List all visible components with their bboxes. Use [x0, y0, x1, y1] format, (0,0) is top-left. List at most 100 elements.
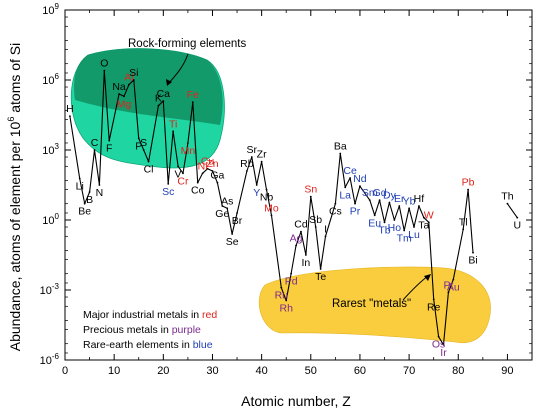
point-er [398, 205, 401, 207]
element-label-eu: Eu [368, 217, 381, 229]
x-tick-label: 90 [501, 365, 513, 377]
x-tick-label: 60 [354, 365, 366, 377]
legend-rare-prefix: Rare-earth elements in [83, 339, 193, 351]
x-tick-label: 20 [157, 365, 169, 377]
legend-rare-word: blue [193, 339, 213, 351]
element-label-ce: Ce [343, 165, 357, 177]
point-in [304, 254, 307, 256]
element-label-fe: Fe [187, 89, 199, 101]
point-tl [462, 228, 465, 231]
point-be [83, 202, 86, 205]
point-ga [216, 181, 219, 184]
y-axis-title-prefix: Abundance, atoms of element per 10 [7, 121, 23, 351]
element-label-mn: Mn [181, 145, 196, 157]
element-label-dy: Dy [383, 190, 397, 202]
element-label-cr: Cr [177, 175, 189, 187]
element-label-sn: Sn [304, 184, 317, 196]
element-label-pr: Pr [350, 206, 361, 218]
element-label-cs: Cs [329, 206, 342, 218]
point-cl [147, 160, 150, 163]
element-label-nb: Nb [260, 192, 274, 204]
point-nd [359, 185, 361, 188]
element-label-be: Be [78, 206, 91, 218]
element-label-o: O [100, 58, 108, 70]
point-os [437, 335, 440, 338]
point-ru [280, 286, 283, 289]
point-th [506, 202, 509, 205]
element-label-b: B [86, 194, 93, 206]
point-ca [162, 100, 165, 102]
element-label-ba: Ba [334, 141, 347, 153]
y-tick-label: 100 [42, 212, 59, 227]
element-label-as: As [221, 195, 233, 207]
point-ce [349, 177, 352, 179]
element-label-rh: Rh [279, 303, 293, 315]
element-label-v: V [175, 168, 182, 180]
point-sn [309, 195, 312, 198]
legend-major-prefix: Major industrial metals in [83, 309, 202, 321]
rock-forming-annotation: Rock-forming elements [128, 38, 246, 86]
point-ti [172, 130, 175, 133]
element-label-s: S [140, 137, 147, 149]
element-label-pb: Pb [462, 177, 475, 189]
point-zn [211, 170, 214, 172]
element-label-sr: Sr [247, 144, 258, 156]
legend-precious-word: purple [172, 324, 201, 336]
element-label-pt: Pt [443, 279, 453, 291]
rock-forming-arrowhead [166, 79, 172, 86]
element-label-hf: Hf [414, 193, 425, 205]
point-ta [422, 216, 425, 219]
point-cs [334, 202, 337, 205]
element-label-sb: Sb [309, 214, 322, 226]
element-label-f: F [106, 143, 112, 155]
point-lu [413, 226, 415, 228]
series-line-1 [506, 203, 518, 219]
element-label-re: Re [427, 301, 441, 313]
point-cr [182, 172, 184, 175]
x-tick-label: 50 [305, 365, 317, 377]
point-p [137, 137, 140, 140]
element-label-si: Si [129, 67, 138, 79]
point-u [516, 216, 519, 219]
point-o [103, 69, 106, 72]
element-label-li: Li [76, 180, 84, 192]
point-zr [260, 160, 263, 163]
point-k [157, 104, 160, 107]
element-label-ag: Ag [290, 233, 303, 245]
element-label-ca: Ca [157, 88, 171, 100]
series-layer [69, 69, 519, 346]
plot-border [64, 9, 533, 361]
legend-major-word: red [202, 309, 217, 321]
legend-precious-prefix: Precious metals in [83, 324, 172, 336]
element-label-tl: Tl [459, 216, 468, 228]
element-label-bi: Bi [468, 255, 477, 267]
point-si [132, 79, 135, 81]
point-rh [285, 299, 288, 302]
point-pd [290, 272, 293, 275]
element-label-se: Se [226, 236, 239, 248]
element-label-i: I [324, 223, 327, 235]
point-ni [201, 172, 204, 175]
point-au [452, 278, 455, 281]
element-label-w: W [424, 209, 434, 221]
point-gd [378, 199, 381, 202]
element-label-tb: Tb [378, 224, 390, 236]
element-label-y: Y [253, 187, 260, 199]
point-n [98, 184, 101, 186]
point-b [88, 191, 91, 193]
point-co [196, 181, 199, 184]
rock-forming-region-dark [74, 48, 223, 125]
element-label-mo: Mo [264, 202, 279, 214]
element-label-tm: Tm [397, 233, 412, 245]
point-w [427, 221, 430, 224]
element-label-br: Br [232, 215, 243, 227]
element-label-lu: Lu [408, 229, 420, 241]
point-sc [167, 182, 170, 185]
point-h [69, 115, 71, 118]
element-label-al: Al [124, 72, 133, 84]
x-tick-label: 0 [62, 365, 68, 377]
x-tick-label: 30 [206, 365, 218, 377]
point-tm [403, 229, 406, 232]
point-v [177, 165, 179, 168]
point-li [78, 177, 81, 180]
